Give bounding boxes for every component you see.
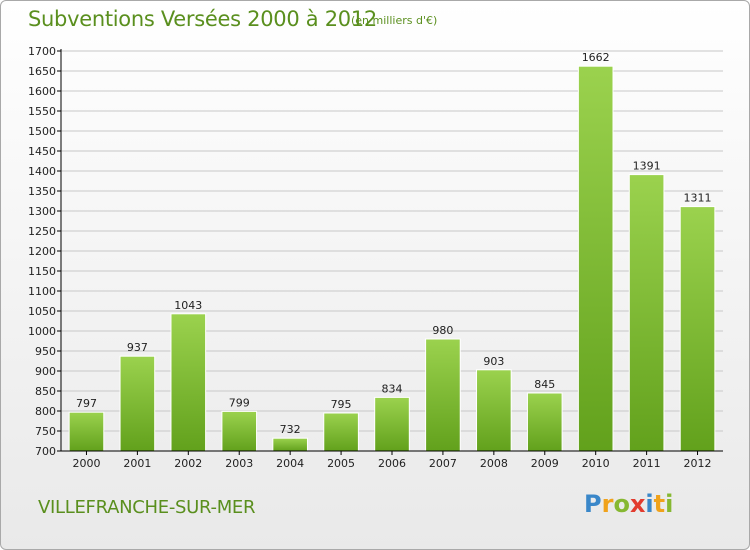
- logo-letter: i: [665, 490, 674, 518]
- x-tick-label: 2011: [633, 457, 661, 470]
- y-tick-label: 700: [35, 445, 56, 458]
- y-tick-label: 950: [35, 345, 56, 358]
- bar: [526, 392, 563, 452]
- value-label: 795: [331, 398, 352, 411]
- value-label: 980: [432, 324, 453, 337]
- y-tick-label: 1250: [28, 225, 56, 238]
- y-tick-label: 1050: [28, 305, 56, 318]
- commune-name: VILLEFRANCHE-SUR-MER: [38, 497, 256, 518]
- y-tick-label: 1450: [28, 145, 56, 158]
- x-tick-label: 2004: [276, 457, 304, 470]
- x-tick-label: 2003: [225, 457, 253, 470]
- value-label: 1043: [174, 299, 202, 312]
- logo-letter: x: [629, 490, 646, 518]
- value-labels: 797 937 1043 799 732 795 834 980 903 845 1662 1391 1…: [76, 51, 712, 436]
- value-label: 937: [127, 341, 148, 354]
- value-label: 1662: [582, 51, 610, 64]
- bar: [628, 174, 665, 452]
- value-label: 1311: [684, 192, 712, 205]
- axes: 700 750 800 850 900 950 1000 1050 1100 1150 1200 12…: [28, 45, 723, 470]
- bar: [323, 412, 359, 452]
- bar: [221, 410, 258, 452]
- y-tick-label: 850: [35, 385, 56, 398]
- y-tick-label: 1150: [28, 265, 56, 278]
- logo-letter: P: [584, 490, 602, 518]
- bar: [425, 338, 461, 452]
- value-label: 834: [382, 382, 403, 395]
- y-tick-label: 1400: [28, 165, 56, 178]
- y-tick-label: 1550: [28, 105, 56, 118]
- x-tick-label: 2006: [378, 457, 406, 470]
- x-tick-label: 2009: [531, 457, 559, 470]
- value-label: 903: [483, 355, 504, 368]
- y-tick-label: 1100: [28, 285, 56, 298]
- bar: [170, 313, 207, 452]
- value-label: 1391: [633, 160, 661, 173]
- y-tick-label: 1200: [28, 245, 56, 258]
- bar: [68, 411, 105, 452]
- bars: [68, 65, 716, 452]
- value-label: 799: [229, 396, 250, 409]
- x-tick-label: 2000: [72, 457, 100, 470]
- bar: [272, 437, 308, 452]
- value-label: 732: [280, 423, 301, 436]
- y-tick-label: 750: [35, 425, 56, 438]
- y-tick-label: 1650: [28, 65, 56, 78]
- x-tick-label: 2010: [582, 457, 610, 470]
- x-tick-label: 2001: [123, 457, 151, 470]
- x-tick-label: 2007: [429, 457, 457, 470]
- chart-title: Subventions Versées 2000 à 2012: [28, 7, 377, 31]
- y-tick-label: 1500: [28, 125, 56, 138]
- x-tick-label: 2008: [480, 457, 508, 470]
- bar: [374, 396, 410, 452]
- y-tick-label: 1700: [28, 45, 56, 58]
- y-tick-label: 800: [35, 405, 56, 418]
- proxiti-logo: Proxiti: [584, 490, 673, 518]
- x-tick-label: 2012: [684, 457, 712, 470]
- bar: [476, 369, 512, 452]
- y-tick-label: 1000: [28, 325, 56, 338]
- logo-letter: o: [613, 490, 630, 518]
- bar: [119, 355, 156, 452]
- y-tick-label: 1600: [28, 85, 56, 98]
- logo-letter: r: [601, 490, 614, 518]
- chart-subtitle: (en milliers d'€): [351, 14, 438, 27]
- logo-letter: t: [653, 490, 666, 518]
- x-tick-label: 2005: [327, 457, 355, 470]
- y-tick-label: 1350: [28, 185, 56, 198]
- y-tick-label: 900: [35, 365, 56, 378]
- x-tick-label: 2002: [174, 457, 202, 470]
- bar: [679, 206, 716, 452]
- value-label: 845: [534, 378, 555, 391]
- logo-letter: i: [645, 490, 654, 518]
- bar: [577, 65, 614, 452]
- y-tick-label: 1300: [28, 205, 56, 218]
- value-label: 797: [76, 397, 97, 410]
